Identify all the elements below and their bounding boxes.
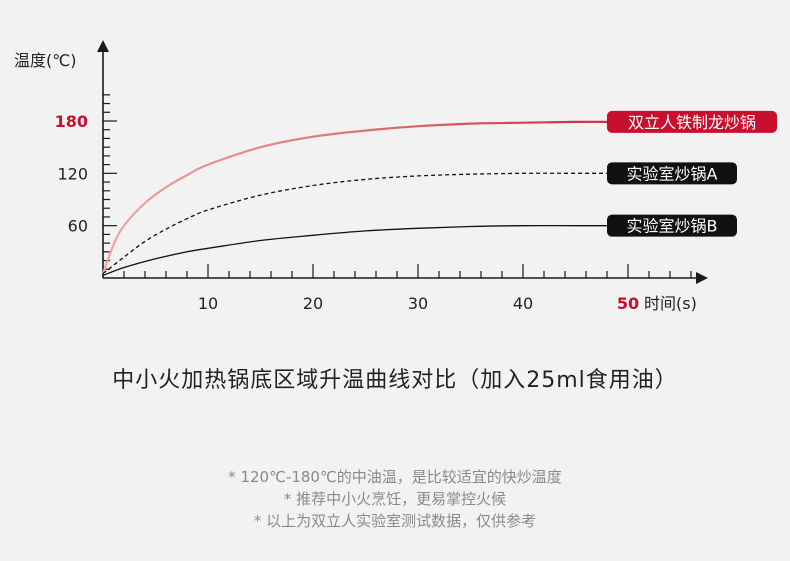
series-1-curve xyxy=(101,120,702,274)
y-tick-label: 120 xyxy=(57,164,88,183)
note-line: * 120℃-180℃的中油温，是比较适宜的快炒温度 xyxy=(228,468,562,486)
x-tick-label: 30 xyxy=(408,294,428,313)
note-line: * 以上为双立人实验室测试数据，仅供参考 xyxy=(253,512,537,530)
x-tick-label: 50 xyxy=(617,294,639,313)
x-tick-label: 40 xyxy=(513,294,533,313)
series-1-legend-badge xyxy=(607,110,777,133)
x-tick-label: 20 xyxy=(303,294,323,313)
y-tick-label: 180 xyxy=(55,112,88,131)
axes: 温度(℃) 时间(s) xyxy=(14,40,708,313)
temperature-curve-chart: 温度(℃) 时间(s) 10 20 30 40 50 60 120 180 双立人铁制龙炒锅实… xyxy=(14,40,777,313)
x-axis-arrow xyxy=(696,272,708,284)
series-3-legend-badge xyxy=(607,214,737,237)
y-tick-label: 60 xyxy=(68,217,88,236)
note-line: * 推荐中小火烹饪，更易掌控火候 xyxy=(283,490,507,508)
series-3-curve xyxy=(102,224,702,277)
series-1-legend-label: 双立人铁制龙炒锅 xyxy=(628,113,756,132)
y-axis-arrow xyxy=(97,40,109,52)
series-2-legend-label: 实验室炒锅A xyxy=(627,164,718,183)
notes-block: * 120℃-180℃的中油温，是比较适宜的快炒温度 * 推荐中小火烹饪，更易掌… xyxy=(0,466,790,532)
x-tick-label: 10 xyxy=(198,294,218,313)
y-axis-label: 温度(℃) xyxy=(14,51,76,70)
series-2-legend-badge xyxy=(607,162,737,185)
series-2-curve xyxy=(102,172,702,275)
chart-caption: 中小火加热锅底区域升温曲线对比（加入25ml食用油） xyxy=(112,368,678,393)
series-3-legend-label: 实验室炒锅B xyxy=(627,217,718,236)
x-axis-label: 时间(s) xyxy=(644,294,697,313)
